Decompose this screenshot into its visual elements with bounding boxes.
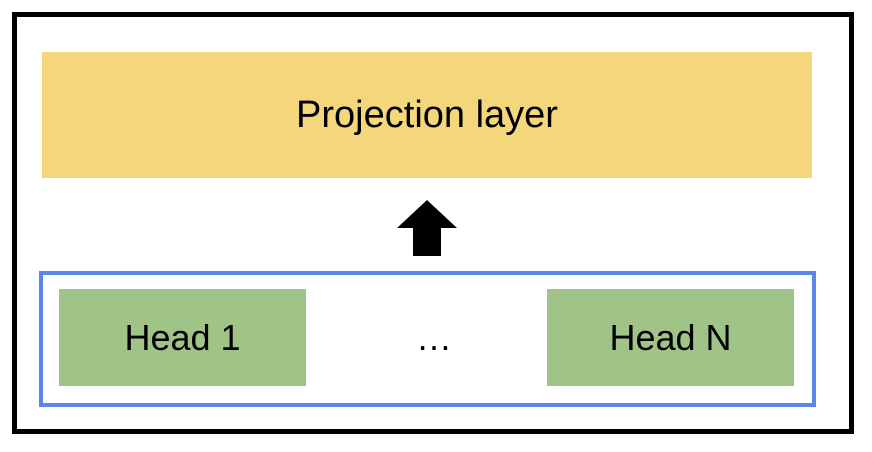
- head-label-1: Head 1: [124, 316, 241, 358]
- head-label-n: Head N: [609, 316, 732, 358]
- up-arrow-shape: [397, 200, 457, 256]
- projection-layer-box: Projection layer: [42, 52, 812, 178]
- heads-group: [39, 271, 816, 407]
- heads-ellipsis: …: [416, 316, 452, 358]
- up-arrow-icon: [397, 200, 457, 256]
- head-box-1: Head 1: [59, 289, 306, 386]
- head-box-n: Head N: [547, 289, 794, 386]
- projection-layer-label: Projection layer: [296, 94, 558, 136]
